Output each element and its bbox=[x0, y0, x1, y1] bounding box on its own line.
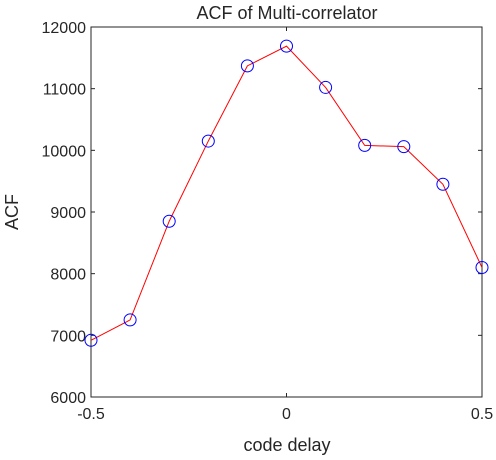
chart-title: ACF of Multi-correlator bbox=[196, 3, 377, 23]
data-point bbox=[123, 313, 137, 327]
data-point bbox=[240, 59, 254, 73]
x-tick-label: 0 bbox=[282, 406, 291, 423]
y-tick-label: 8000 bbox=[50, 267, 86, 284]
y-tick-label: 11000 bbox=[43, 82, 86, 99]
data-point bbox=[84, 333, 98, 347]
plot-area bbox=[90, 26, 483, 398]
y-tick-label: 6000 bbox=[50, 390, 86, 407]
data-point bbox=[319, 80, 333, 94]
data-point bbox=[475, 261, 489, 274]
x-axis-label: code delay bbox=[243, 435, 330, 455]
x-tick-label: 0.5 bbox=[471, 406, 493, 423]
data-point bbox=[201, 134, 215, 148]
y-tick-label: 9000 bbox=[50, 205, 86, 222]
data-point bbox=[436, 177, 450, 191]
x-tick-label: -0.5 bbox=[77, 406, 105, 423]
data-point bbox=[280, 39, 293, 53]
y-axis-label: ACF bbox=[2, 194, 22, 230]
y-tick-label: 12000 bbox=[42, 20, 87, 37]
series-line bbox=[90, 45, 483, 341]
data-point bbox=[358, 138, 372, 152]
data-point bbox=[397, 140, 411, 154]
data-point bbox=[162, 214, 176, 228]
series-layer bbox=[84, 39, 489, 347]
y-tick-label: 7000 bbox=[50, 328, 86, 345]
y-tick-label: 10000 bbox=[42, 143, 87, 160]
axis-ticks: -0.5 0 0.5 6000 7000 8000 9000 10000 11000 12000 bbox=[42, 20, 494, 423]
